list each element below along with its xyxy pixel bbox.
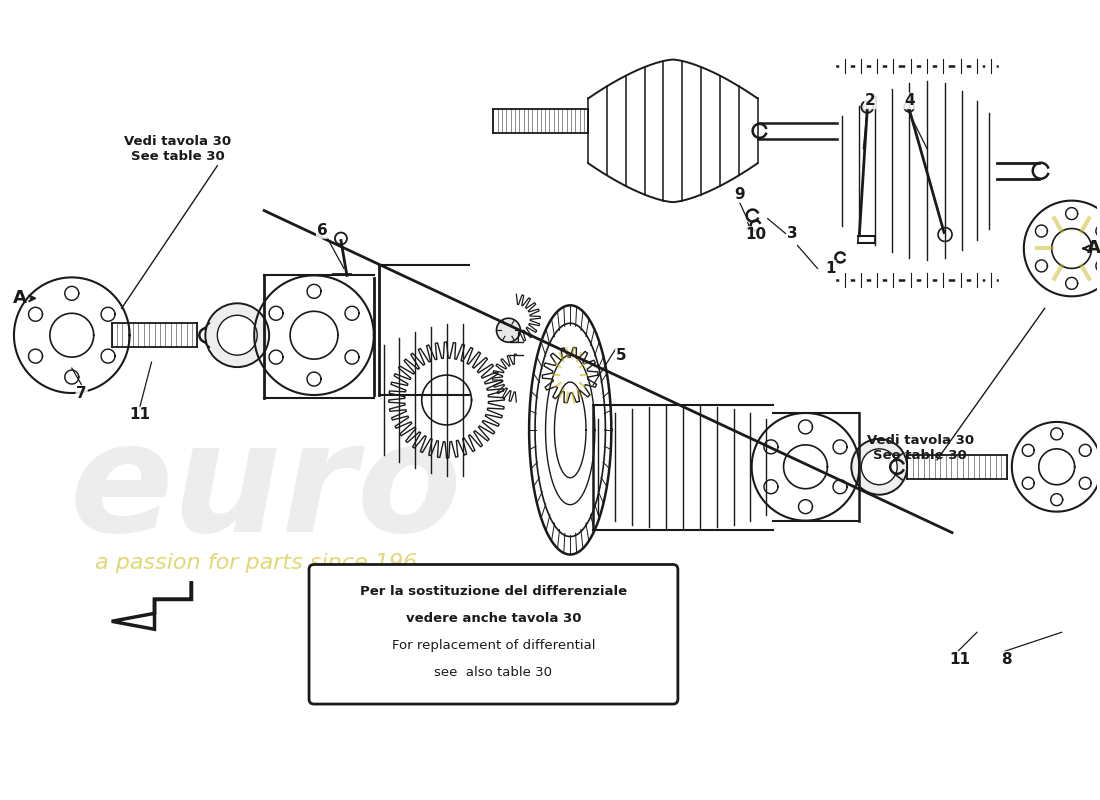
Text: 6: 6 [317,223,328,238]
Text: a passion for parts since 196: a passion for parts since 196 [95,554,417,574]
Text: 7: 7 [76,386,87,401]
Text: 11: 11 [129,407,150,422]
Text: Per la sostituzione del differenziale: Per la sostituzione del differenziale [360,585,627,598]
Text: euro: euro [69,415,462,564]
Text: 9: 9 [735,187,745,202]
Circle shape [861,449,898,485]
Polygon shape [112,582,191,630]
Text: 11: 11 [949,652,970,666]
Circle shape [206,303,270,367]
Circle shape [218,315,257,355]
Text: Vedi tavola 30
See table 30: Vedi tavola 30 See table 30 [124,134,231,162]
Text: 8: 8 [1001,652,1012,666]
Text: 1: 1 [825,261,836,276]
Circle shape [861,101,873,113]
Text: A: A [13,290,26,307]
Circle shape [851,439,907,494]
Circle shape [336,233,346,245]
Text: For replacement of differential: For replacement of differential [392,638,595,652]
Text: A: A [1087,239,1100,258]
Text: 2: 2 [865,94,876,109]
Text: Vedi tavola 30
See table 30: Vedi tavola 30 See table 30 [867,434,974,462]
Text: vedere anche tavola 30: vedere anche tavola 30 [406,612,581,625]
Text: 10: 10 [745,227,767,242]
Text: 5: 5 [616,348,626,362]
Text: 3: 3 [788,226,798,241]
Circle shape [904,102,914,112]
Circle shape [496,318,520,342]
Text: 4: 4 [904,94,914,109]
Circle shape [938,227,952,242]
Text: see  also table 30: see also table 30 [434,666,552,678]
FancyBboxPatch shape [309,565,678,704]
